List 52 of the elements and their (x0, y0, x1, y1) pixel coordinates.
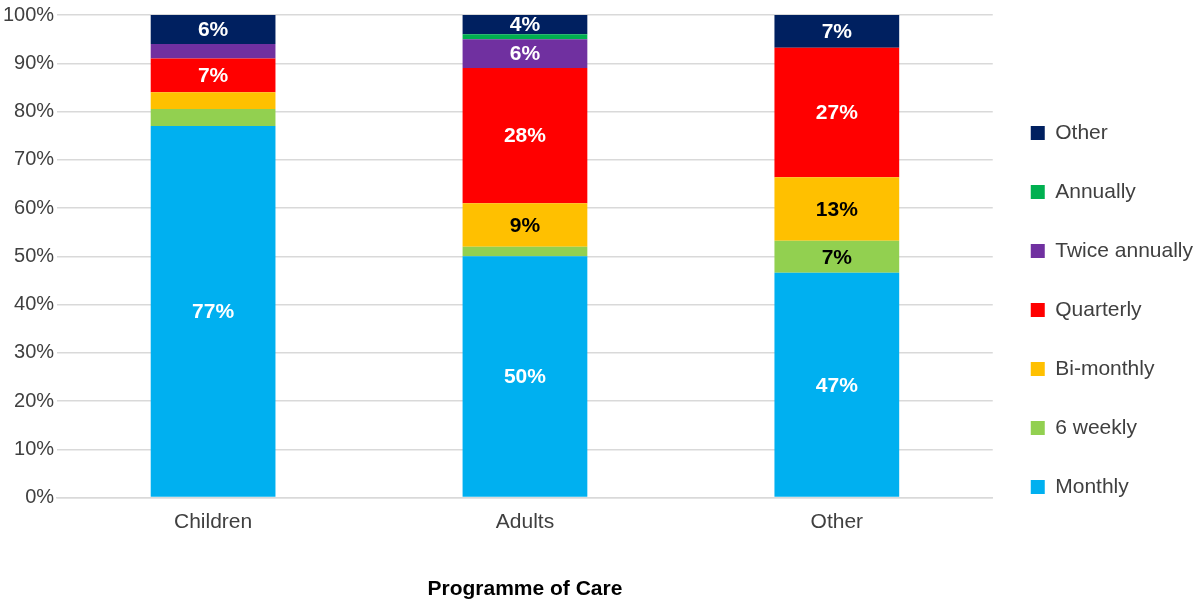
data-label: 7% (197, 63, 229, 87)
data-label: 6% (197, 17, 229, 41)
data-label: 4% (509, 12, 541, 36)
bar (774, 47, 900, 178)
y-tick-label: 30% (14, 340, 55, 363)
data-label: 50% (503, 364, 547, 388)
data-label: 47% (815, 372, 859, 396)
legend-label: Other (1055, 119, 1108, 143)
data-label: 7% (821, 19, 853, 43)
y-tick-label: 50% (14, 243, 55, 266)
bar (462, 203, 588, 247)
data-label: 28% (503, 123, 547, 147)
y-tick-label: 20% (14, 388, 55, 411)
y-tick-label: 0% (25, 485, 55, 508)
bar (462, 39, 588, 69)
y-tick-label: 40% (14, 292, 55, 315)
bar (150, 43, 276, 59)
legend-label: 6 weekly (1055, 414, 1138, 438)
legend-label: Bi-monthly (1055, 355, 1155, 379)
data-label: 6% (509, 41, 541, 65)
bar (150, 58, 276, 93)
data-label: 13% (815, 196, 859, 220)
legend-label: Twice annually (1055, 237, 1194, 261)
bar (774, 177, 900, 241)
bar (774, 272, 900, 497)
bar (462, 68, 588, 204)
bar (774, 240, 900, 273)
y-tick-label: 10% (14, 436, 55, 459)
bar (150, 15, 276, 44)
bar (150, 126, 276, 497)
data-label: 9% (509, 212, 541, 236)
x-axis-title: Programme of Care (427, 576, 623, 600)
legend-label: Annually (1055, 178, 1137, 202)
y-tick-label: 60% (14, 195, 55, 218)
bar (462, 256, 588, 497)
bar (150, 92, 276, 110)
bar (462, 34, 588, 40)
data-label: 77% (192, 299, 235, 323)
bar (150, 109, 276, 126)
bar (774, 15, 900, 48)
x-tick-label: Children (173, 509, 253, 532)
y-tick-label: 70% (14, 147, 55, 170)
data-label: 7% (821, 244, 853, 268)
bar (462, 246, 588, 257)
x-tick-label: Adults (495, 509, 555, 532)
data-label: 27% (815, 100, 859, 124)
x-tick-label: Other (810, 509, 864, 532)
legend-label: Monthly (1055, 473, 1130, 497)
legend-label: Quarterly (1055, 296, 1143, 320)
y-tick-label: 100% (3, 2, 55, 25)
y-tick-label: 80% (14, 99, 55, 122)
y-tick-label: 90% (14, 50, 55, 73)
